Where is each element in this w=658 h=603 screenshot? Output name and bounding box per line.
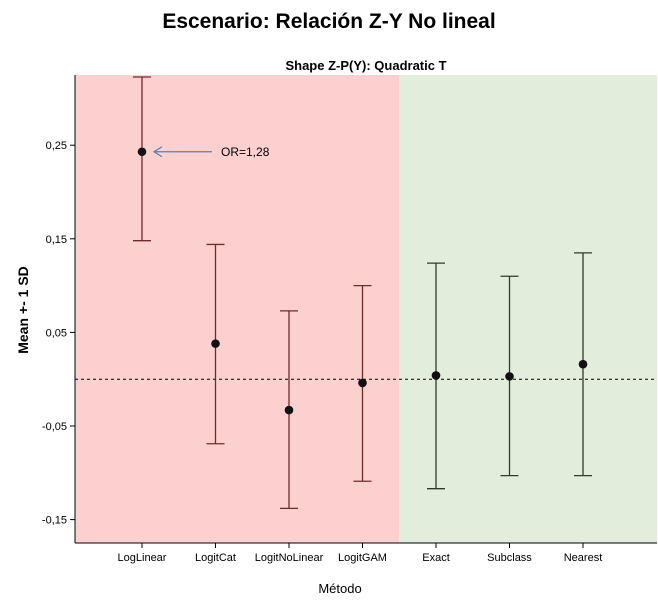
y-tick-label: 0,25 [46, 140, 67, 152]
error-bar-subclass [500, 275, 519, 477]
annotation-label: OR=1,28 [221, 145, 270, 159]
x-tick-label: LogitNoLinear [255, 552, 324, 564]
y-tick-label: -0,05 [42, 421, 67, 433]
error-bar-logitnolinear [280, 310, 298, 510]
y-tick-label: 0,05 [46, 327, 67, 339]
mean-point [284, 405, 294, 415]
annotation: OR=1,28 [152, 145, 270, 159]
y-axis-ticks: 0,25 0,15 0,05 -0,05 -0,15 [42, 140, 75, 527]
x-tick-label: LogitCat [195, 552, 236, 564]
x-tick-label: LogLinear [118, 552, 167, 564]
error-bar-logitcat [206, 243, 225, 445]
x-axis-label: Método [318, 581, 361, 596]
x-tick-label: LogitGAM [338, 552, 387, 564]
y-tick-label: 0,15 [46, 234, 67, 246]
x-tick-label: Nearest [564, 552, 603, 564]
error-bar-exact [427, 262, 445, 490]
region-bg-2 [399, 75, 657, 543]
mean-point [505, 372, 514, 381]
error-bar-loglinear [133, 76, 151, 242]
error-bar-nearest [574, 252, 592, 477]
y-axis-label: Mean +- 1 SD [15, 266, 31, 354]
mean-point [578, 359, 588, 369]
mean-point [358, 378, 367, 388]
y-tick-label: -0,15 [42, 515, 67, 527]
annotation-arrowhead [152, 146, 163, 158]
x-tick-label: Subclass [487, 552, 532, 564]
mean-point [431, 371, 441, 380]
error-bars [133, 76, 592, 510]
x-tick-label: Exact [422, 552, 450, 564]
region-bg-1 [75, 75, 400, 543]
mean-point [211, 339, 220, 348]
mean-point [137, 147, 147, 157]
page-title: Escenario: Relación Z-Y No lineal [162, 10, 496, 33]
region-backgrounds [75, 75, 657, 543]
error-bar-logitgam [353, 284, 372, 482]
x-axis-ticks: LogLinear LogitCat LogitNoLinear LogitGAM Ex… [118, 543, 603, 564]
chart-subtitle: Shape Z-P(Y): Quadratic T [285, 58, 447, 73]
